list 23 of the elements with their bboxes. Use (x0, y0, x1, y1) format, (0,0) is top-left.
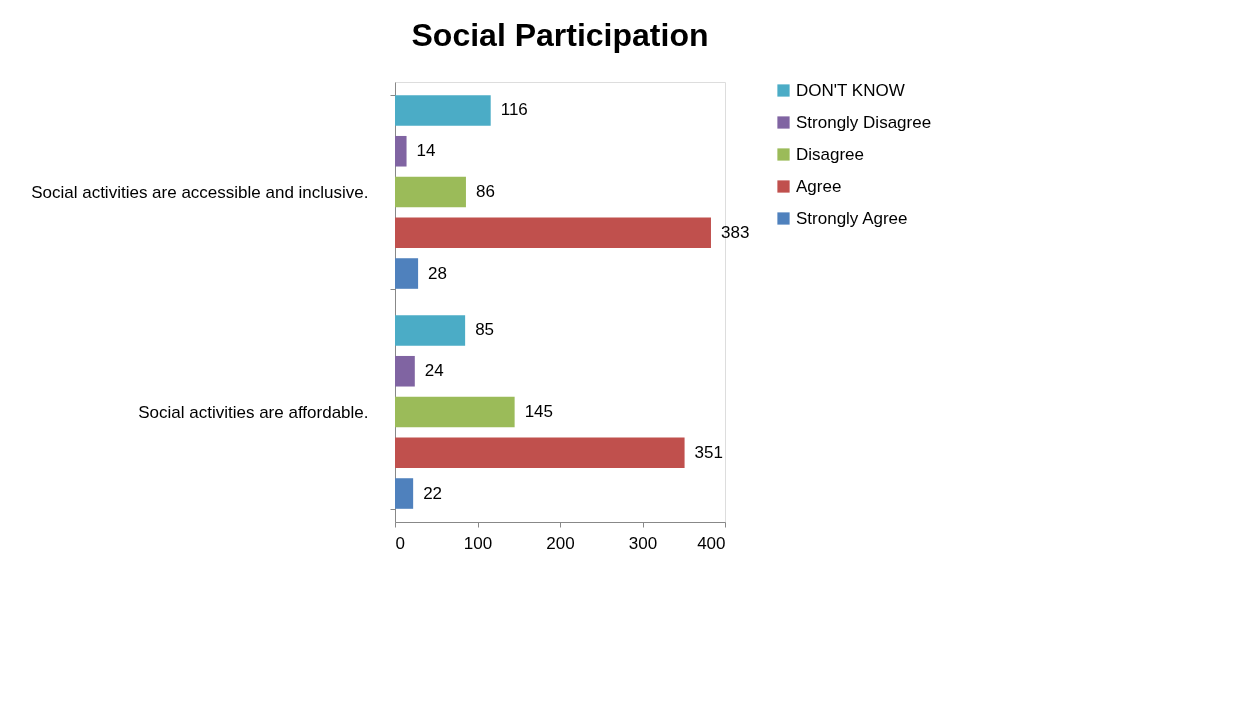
x-tick-label: 0 (395, 533, 405, 553)
legend-label: Strongly Agree (796, 208, 908, 228)
x-tick-label: 100 (463, 533, 493, 553)
data-label: 14 (416, 141, 436, 161)
data-label: 383 (720, 222, 750, 242)
y-tick-label: Social activities are accessible and inclusive. (31, 182, 369, 202)
x-tick-label: 400 (697, 533, 726, 553)
chart-title: Social Participation (411, 17, 709, 53)
data-label: 86 (475, 182, 495, 201)
data-label: 22 (423, 483, 443, 503)
data-label: 351 (694, 442, 723, 462)
data-label: 116 (500, 100, 528, 120)
data-label: 145 (524, 402, 553, 421)
legend-label: Agree (796, 176, 842, 196)
data-label: 24 (424, 361, 444, 381)
legend-label: Strongly Disagree (796, 112, 932, 132)
data-label: 85 (475, 320, 495, 340)
legend-label: Disagree (796, 144, 865, 164)
legend-label: DON'T KNOW (796, 80, 905, 100)
x-tick-label: 300 (628, 533, 658, 553)
data-label: 28 (428, 263, 448, 283)
x-tick-label: 200 (546, 533, 575, 553)
y-tick-label: Social activities are affordable. (138, 402, 369, 422)
